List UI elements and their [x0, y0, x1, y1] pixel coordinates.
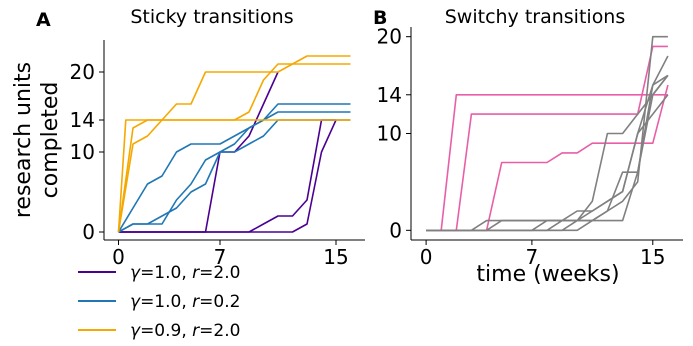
- y-tick-label: 0: [82, 220, 95, 244]
- y-tick-label-highlight: 14: [70, 108, 95, 132]
- y-tick-label: 20: [70, 60, 95, 84]
- series-line: [426, 74, 669, 232]
- panel-letter: A: [36, 9, 51, 31]
- series-line: [426, 74, 669, 232]
- series-line: [118, 103, 351, 233]
- y-tick-label: 10: [70, 140, 95, 164]
- legend-label-part: =1.0,: [140, 292, 192, 312]
- legend-label-part: γ: [130, 321, 141, 341]
- series-line: [426, 74, 669, 232]
- legend-label-part: γ: [130, 263, 141, 283]
- panel-title: Switchy transitions: [445, 6, 626, 28]
- panel-a: A Sticky transitions 0 7 15 0 10 20 14 research u…: [11, 6, 365, 341]
- legend-label: γ=1.0, r=2.0: [130, 263, 240, 283]
- legend-label-part: γ: [130, 292, 141, 312]
- panel-b: B Switchy transitions 0 7 15 0 10 20 14 time (wee…: [373, 6, 683, 287]
- series-line: [118, 71, 279, 233]
- series-line: [117, 63, 351, 233]
- x-axis-label: time (weeks): [476, 262, 619, 287]
- y-tick-label: 0: [389, 218, 402, 242]
- y-tick-label: 10: [377, 122, 402, 146]
- y-axis-label: completed: [38, 82, 63, 199]
- y-tick-label-highlight: 14: [377, 83, 402, 107]
- series-line: [426, 35, 668, 232]
- legend-label-part: =2.0: [199, 321, 240, 341]
- legend-label-part: =2.0: [199, 263, 240, 283]
- series-line: [426, 45, 668, 232]
- legend-label-part: r: [192, 263, 200, 283]
- legend-label: γ=0.9, r=2.0: [130, 321, 240, 341]
- series-line: [117, 55, 351, 233]
- series-line: [118, 119, 336, 233]
- x-tick-label: 15: [323, 245, 348, 269]
- legend-label: γ=1.0, r=0.2: [130, 292, 240, 312]
- legend: γ=1.0, r=2.0γ=1.0, r=0.2γ=0.9, r=2.0: [78, 263, 240, 341]
- series-line: [118, 119, 337, 233]
- x-tick-label: 7: [526, 245, 539, 269]
- legend-label-part: r: [192, 292, 200, 312]
- legend-label-part: =0.2: [199, 292, 240, 312]
- x-tick-label: 7: [214, 245, 227, 269]
- panel-title: Sticky transitions: [130, 6, 293, 28]
- legend-label-part: =0.9,: [140, 321, 192, 341]
- y-axis-label: research units: [11, 62, 36, 218]
- series-line: [117, 111, 351, 233]
- series-line: [426, 94, 669, 232]
- x-tick-label: 0: [420, 245, 433, 269]
- x-tick-label: 0: [112, 245, 125, 269]
- legend-label-part: r: [192, 321, 200, 341]
- series-line: [117, 119, 351, 233]
- legend-label-part: =1.0,: [140, 263, 192, 283]
- y-tick-label: 20: [377, 25, 402, 49]
- x-tick-label: 15: [640, 245, 665, 269]
- panel-letter: B: [373, 7, 387, 29]
